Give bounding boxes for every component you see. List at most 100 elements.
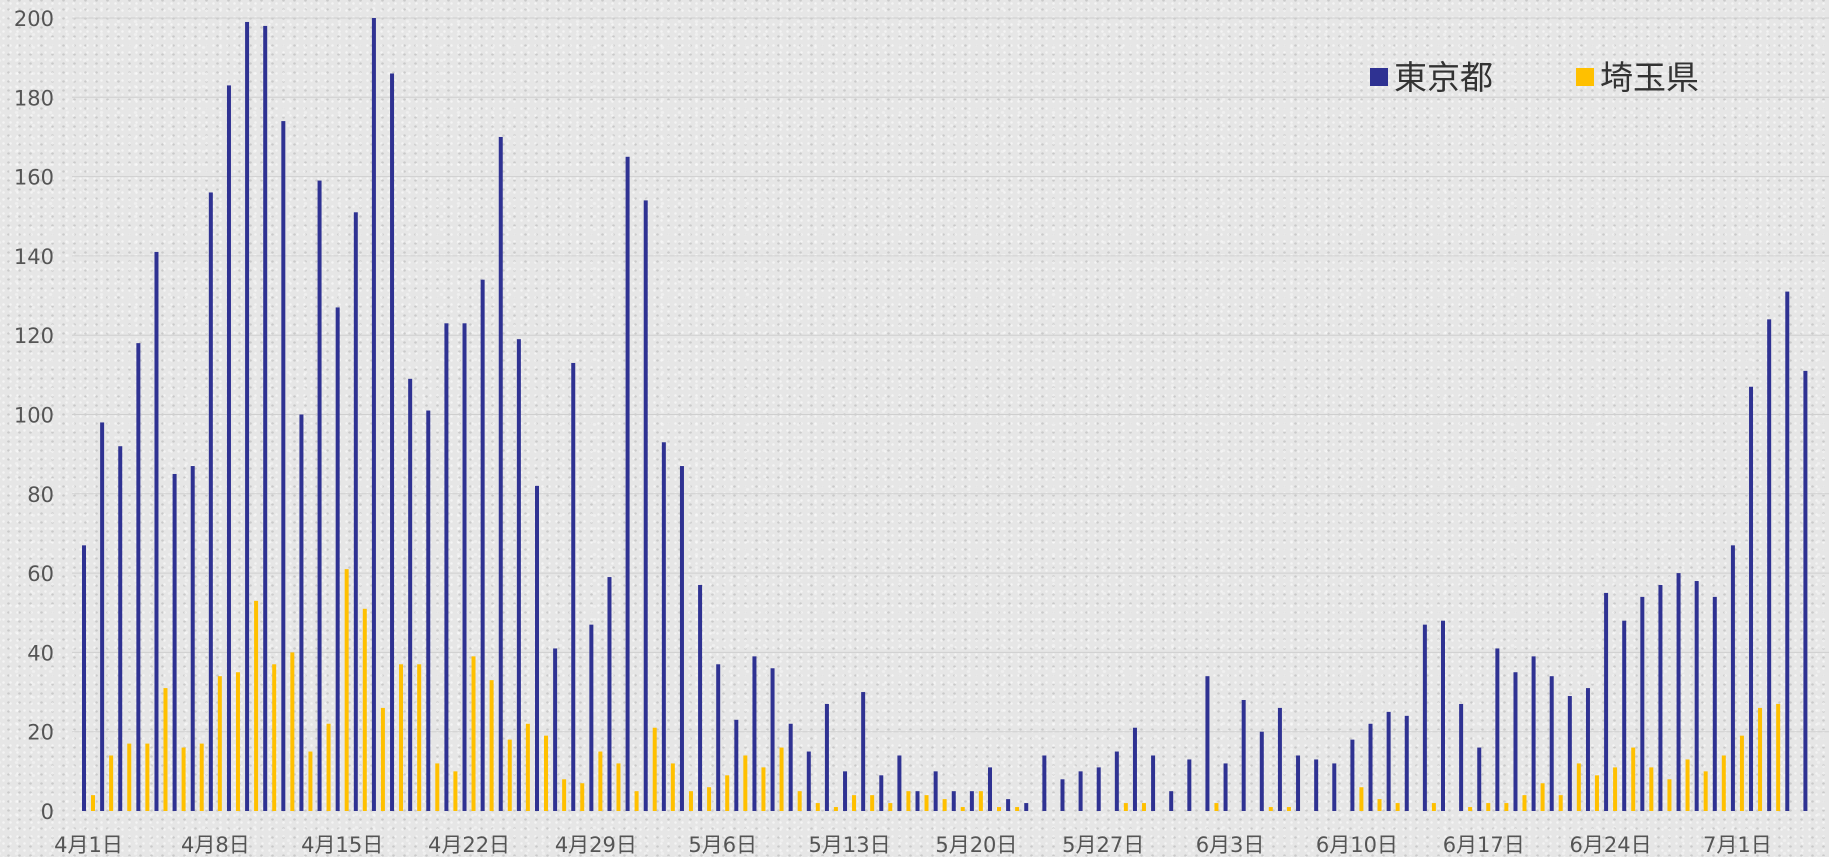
x-tick-label: 5月27日 [1062,833,1144,857]
x-tick-label: 5月20日 [935,833,1017,857]
bar-saitama [362,608,367,811]
bar-saitama [670,763,675,811]
bar-tokyo [1531,656,1536,811]
bar-tokyo [1296,755,1301,811]
bar-tokyo [1096,767,1101,811]
bar-saitama [997,807,1001,811]
bar-tokyo [1277,707,1282,811]
y-axis: 0 20 40 60 80 100 120 140 160 180 200 [14,7,54,824]
bar-tokyo [589,624,594,811]
bar-saitama [1721,755,1726,811]
x-tick-label: 5月6日 [688,833,757,857]
y-tick-label: 140 [14,245,54,269]
bar-saitama [1015,807,1020,811]
bar-tokyo [1386,711,1391,811]
x-tick-label: 6月17日 [1443,833,1525,857]
bar-saitama [1758,707,1763,811]
bar-tokyo [1241,699,1246,811]
bar-tokyo [951,791,956,811]
y-tick-label: 80 [27,483,54,507]
bar-saitama [308,751,313,811]
bar-saitama [978,791,983,811]
y-tick-label: 40 [27,641,54,665]
bar-saitama [109,755,114,811]
bar-tokyo [226,85,231,811]
x-tick-label: 5月13日 [808,833,890,857]
bar-saitama [761,767,766,811]
bar-tokyo [879,775,884,811]
bar-tokyo [716,664,721,811]
bar-tokyo [1042,755,1047,811]
bar-tokyo [390,73,395,811]
bar-tokyo [1585,688,1590,811]
bar-saitama [942,799,947,811]
y-tick-label: 0 [41,800,54,824]
bar-tokyo [1441,620,1445,811]
bar-saitama [1594,775,1599,811]
bar-tokyo [1622,620,1627,811]
bar-tokyo [100,422,105,811]
bar-saitama [1377,799,1382,811]
bar-saitama [489,680,494,811]
bar-tokyo [1314,759,1319,811]
bar-saitama [1141,803,1146,811]
bar-saitama [1214,803,1219,811]
bar-tokyo [1060,779,1065,811]
bar-saitama [1649,767,1654,811]
bar-tokyo [933,771,938,811]
bar-saitama [290,652,295,811]
bar-saitama [544,735,548,811]
y-tick-label: 120 [14,324,54,348]
bar-tokyo [516,339,521,811]
bar-saitama [1576,763,1581,811]
bar-saitama [344,569,349,811]
bar-saitama [616,763,621,811]
bar-tokyo [788,723,793,811]
bar-tokyo [861,692,866,811]
bar-tokyo [1169,791,1174,811]
bar-tokyo [1459,703,1464,811]
bar-tokyo [1187,759,1192,811]
bar-saitama [960,807,965,811]
bar-tokyo [1640,596,1645,811]
y-tick-label: 100 [14,404,54,428]
bar-saitama [1776,703,1781,811]
bar-saitama [1613,767,1618,811]
bar-saitama [725,775,730,811]
bar-tokyo [1259,731,1264,811]
legend-label: 東京都 [1394,58,1493,97]
gridlines [72,17,1829,733]
x-tick-label: 6月10日 [1316,833,1398,857]
x-axis: 4月1日 4月8日 4月15日 4月22日 4月29日 5月6日 5月13日 5月20日 5月2… [54,833,1772,857]
bar-saitama [471,656,476,811]
bar-tokyo [1132,727,1137,811]
bar-saitama [688,791,693,811]
bar-saitama [127,743,132,811]
bar-saitama [1268,807,1273,811]
bar-saitama [815,803,820,811]
bar-tokyo [1803,370,1808,811]
bar-saitama [145,743,150,811]
bar-saitama [453,771,458,811]
bar-tokyo [679,466,684,811]
bar-saitama [797,791,802,811]
x-tick-label: 6月3日 [1196,833,1265,857]
bar-saitama [1123,803,1128,811]
bar-saitama [1395,803,1400,811]
bar-tokyo [172,473,177,811]
bar-saitama [254,600,259,811]
bar-tokyo [317,180,322,811]
bar-tokyo [770,668,775,811]
bar-saitama [91,795,95,811]
bar-tokyo [118,446,123,811]
bar-saitama [507,739,512,811]
bar-tokyo [988,767,992,811]
bar-tokyo [1604,592,1609,811]
x-tick-label: 6月24日 [1570,833,1652,857]
bar-saitama [217,676,222,811]
bar-tokyo [643,200,648,811]
bar-tokyo [1785,291,1790,812]
x-tick-label: 7月1日 [1703,833,1772,857]
y-tick-label: 200 [14,7,54,31]
bar-saitama [525,723,530,811]
